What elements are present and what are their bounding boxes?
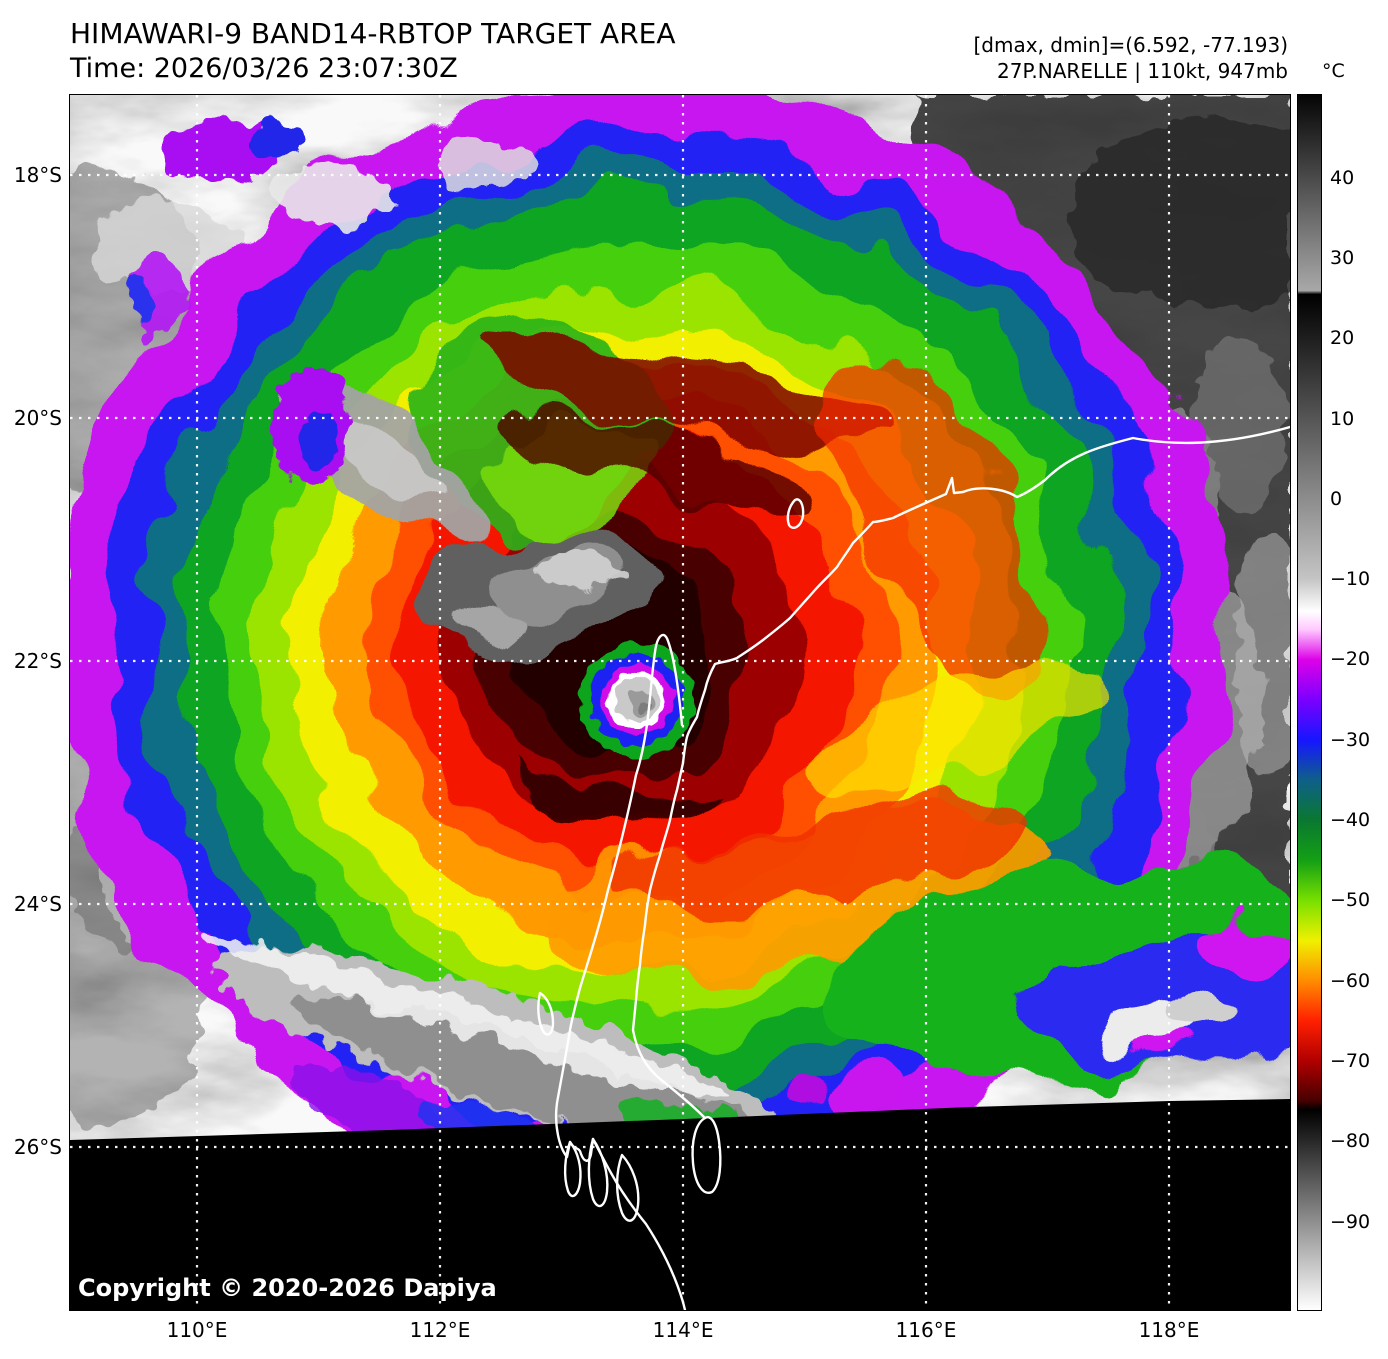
coastline-gulf-east-blob (691, 1116, 722, 1194)
colorbar-tick-label: 40 (1330, 166, 1355, 189)
colorbar-tick-label: −30 (1330, 728, 1371, 751)
colorbar-tick-label: −40 (1330, 809, 1371, 832)
y-tick-label: 24°S (13, 891, 62, 916)
plot-time-subtitle: Time: 2026/03/26 23:07:30Z (70, 53, 458, 84)
x-tick-label: 116°E (895, 1318, 957, 1342)
x-tick-label: 114°E (652, 1318, 714, 1342)
colorbar-tick-label: −50 (1330, 889, 1371, 912)
coastline-inlet-2 (587, 1137, 609, 1208)
colorbar-tick-label: −20 (1330, 648, 1371, 671)
x-tick-label: 118°E (1138, 1318, 1200, 1342)
coastline-inlet-3 (615, 1153, 640, 1222)
colorbar-tick-label: −60 (1330, 969, 1371, 992)
copyright-watermark: Copyright © 2020-2026 Dapiya (78, 1274, 497, 1302)
colorbar-tick-label: 20 (1330, 327, 1355, 350)
colorbar-tick-label: −80 (1330, 1130, 1371, 1153)
southeast-band (793, 864, 1290, 1107)
northwest-cold-blobs (127, 120, 620, 590)
colorbar (1297, 94, 1322, 1311)
y-tick-label: 22°S (13, 648, 62, 673)
map-canvas (70, 95, 1290, 1310)
satellite-map (69, 94, 1291, 1311)
info-dmax-dmin: [dmax, dmin]=(6.592, -77.193) (973, 33, 1288, 57)
coastline-island (786, 498, 805, 529)
colorbar-tick-label: −70 (1330, 1050, 1371, 1073)
plot-title: HIMAWARI-9 BAND14-RBTOP TARGET AREA (70, 17, 676, 50)
coastline-cape-peninsula (554, 633, 687, 1310)
info-box: [dmax, dmin]=(6.592, -77.193) 27P.NARELL… (973, 32, 1288, 84)
x-tick-label: 110°E (166, 1318, 228, 1342)
y-tick-label: 18°S (13, 162, 62, 187)
colorbar-unit-label: °C (1322, 60, 1345, 82)
y-tick-label: 26°S (13, 1134, 62, 1159)
coastline (537, 425, 1290, 1310)
colorbar-tick-label: 0 (1330, 487, 1343, 510)
y-tick-label: 20°S (13, 405, 62, 430)
colorbar-tick-label: 30 (1330, 247, 1355, 270)
coastline-inlet-4 (537, 991, 555, 1036)
cyclone-eye (579, 642, 695, 758)
colorbar-tick-label: −90 (1330, 1210, 1371, 1233)
coastline-inlet-1 (563, 1140, 582, 1198)
colorbar-tick-label: 10 (1330, 407, 1355, 430)
colorbar-tick-label: −10 (1330, 568, 1371, 591)
x-tick-label: 112°E (409, 1318, 471, 1342)
scan-gap (70, 1099, 1290, 1310)
info-storm: 27P.NARELLE | 110kt, 947mb (997, 59, 1288, 83)
coastline-mainland (631, 425, 1290, 1120)
